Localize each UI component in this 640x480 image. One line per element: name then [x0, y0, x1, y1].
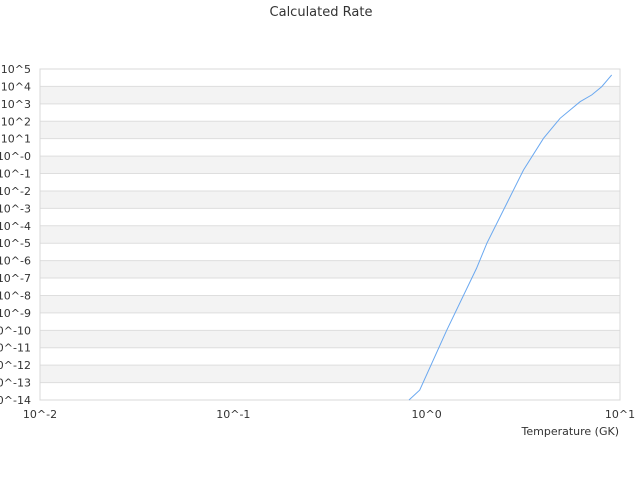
x-axis-label: Temperature (GK) [521, 425, 620, 438]
grid-band [40, 156, 620, 174]
y-tick-label: 10^-2 [0, 185, 31, 198]
grid-band [40, 295, 620, 313]
y-tick-label: 10^-3 [0, 202, 31, 215]
y-tick-label: 10^2 [1, 115, 31, 128]
grid-band [40, 330, 620, 348]
y-tick-label: 10^-4 [0, 220, 31, 233]
plot-frame [39, 68, 621, 401]
y-tick-label: 10^-11 [0, 342, 31, 355]
y-tick-label: 10^1 [1, 133, 31, 146]
grid-band [40, 365, 620, 383]
y-tick-label: 10^-10 [0, 324, 31, 337]
y-tick-label: 10^4 [1, 80, 31, 93]
grid-band [40, 121, 620, 139]
y-tick-label: 10^-12 [0, 359, 31, 372]
y-tick-label: 10^-5 [0, 237, 31, 250]
y-tick-label: 10^-9 [0, 307, 31, 320]
x-tick-label: 10^-1 [216, 408, 250, 421]
y-tick-label: 10^-1 [0, 168, 31, 181]
grid-band [40, 260, 620, 279]
x-tick-label: 10^0 [412, 408, 442, 421]
y-tick-label: 10^-7 [0, 272, 31, 285]
y-tick-label: 10^-6 [0, 255, 31, 268]
grid-band [40, 190, 620, 209]
x-tick-label: 10^-2 [23, 408, 57, 421]
grid-band [40, 225, 620, 244]
chart-title: Calculated Rate [270, 5, 373, 20]
y-tick-label: 10^-14 [0, 394, 31, 407]
x-tick-label: 10^1 [605, 408, 635, 421]
y-tick-label: 10^-8 [0, 289, 31, 302]
series-line [408, 74, 613, 401]
y-tick-label: 10^3 [1, 98, 31, 111]
y-tick-label: 10^-13 [0, 377, 31, 390]
y-tick-label: 10^5 [1, 63, 31, 76]
grid-band [40, 86, 620, 104]
y-tick-label: 10^-0 [0, 150, 31, 163]
